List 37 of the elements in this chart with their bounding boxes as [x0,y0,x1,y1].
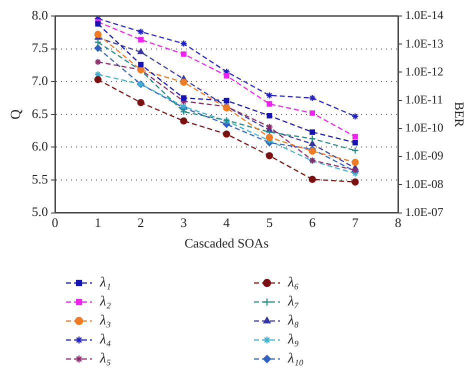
x-tick-label: 3 [180,215,187,230]
legend-label: λ₁₀ [287,352,304,367]
x-tick-label: 4 [223,215,230,230]
y-tick-label: 5.5 [32,171,48,186]
y2-tick-label: 1.0E-09 [405,148,444,163]
y-tick-label: 6.0 [32,138,48,154]
y2-tick-label: 1.0E-11 [405,92,443,106]
y-tick-label: 5.0 [32,204,48,220]
legend-label: λ₈ [287,314,300,329]
y2-tick-label: 1.0E-14 [405,8,444,22]
legend-label: λ₅ [99,352,112,367]
y2-tick-label: 1.0E-08 [405,176,444,191]
y2-tick-label: 1.0E-10 [405,120,444,135]
x-tick-label: 0 [52,215,58,230]
x-axis-title: Cascaded SOAs [184,236,269,251]
legend-label: λ₇ [287,294,300,310]
legend-label: λ₆ [287,276,300,291]
x-tick-label: 2 [138,215,144,230]
x-tick-label: 6 [309,215,316,230]
y2-axis-title: BER [452,102,467,128]
legend-label: λ₂ [99,294,112,310]
y-tick-label: 7.0 [32,73,48,88]
y-tick-label: 6.5 [32,106,48,121]
y2-tick-label: 1.0E-13 [405,36,444,50]
legend-label: λ₄ [99,332,112,348]
y2-tick-label: 1.0E-07 [405,204,444,219]
x-tick-label: 8 [394,215,402,230]
y-tick-label: 8.0 [32,7,48,22]
legend-label: λ₃ [99,314,112,329]
y2-tick-label: 1.0E-12 [405,64,444,78]
y-axis-title: Q [9,109,24,120]
legend-label: λ₉ [287,332,300,348]
x-tick-label: 5 [266,215,273,230]
y-tick-label: 7.5 [32,40,48,56]
x-tick-label: 7 [352,215,359,230]
x-tick-label: 1 [94,215,102,230]
legend-label: λ₁ [99,276,111,291]
